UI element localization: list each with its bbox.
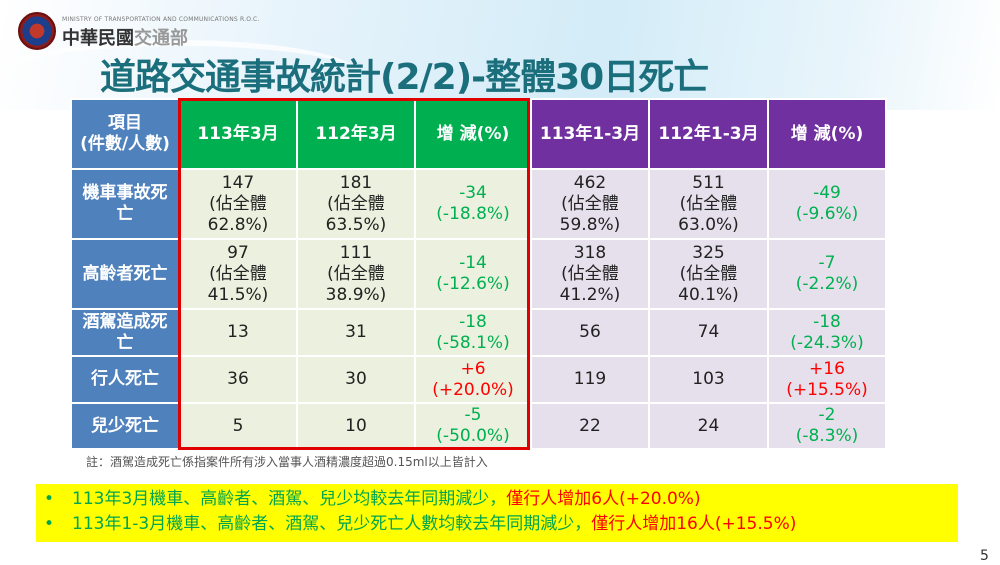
bullet: • xyxy=(44,514,55,534)
column-header: 113年3月 xyxy=(178,98,298,170)
ministry-name-zh: 中華民國交通部 xyxy=(62,24,188,50)
value-cell: 318 (佔全體 41.2%) xyxy=(530,238,650,310)
change-cell: -49 (-9.6%) xyxy=(767,168,887,240)
change-cell: -18 (-24.3%) xyxy=(767,308,887,357)
table-row: 兒少死亡 5 10 -5 (-50.0%) 22 24 -2 (-8.3%) xyxy=(70,402,887,450)
change-cell: -34 (-18.8%) xyxy=(414,168,532,240)
summary-text: 113年1-3月機車、高齡者、酒駕、兒少死亡人數均較去年同期減少， xyxy=(72,514,592,534)
column-header: 112年1-3月 xyxy=(648,98,769,170)
ministry-name-roc: 中華民國 xyxy=(62,28,134,49)
value-cell: 36 xyxy=(178,355,298,404)
change-cell: -7 (-2.2%) xyxy=(767,238,887,310)
column-header: 增 減(%) xyxy=(414,98,532,170)
table-row: 酒駕造成死 亡 13 31 -18 (-58.1%) 56 74 -18 (-24.3%) xyxy=(70,308,887,357)
summary-box: • 113年3月機車、高齡者、酒駕、兒少均較去年同期減少，僅行人增加6人(+20.… xyxy=(36,484,958,542)
table-header-row: 項目 (件數/人數) 113年3月 112年3月 增 減(%) 113年1-3月… xyxy=(70,98,887,170)
change-cell: +6 (+20.0%) xyxy=(414,355,532,404)
change-cell: -14 (-12.6%) xyxy=(414,238,532,310)
table-row: 行人死亡 36 30 +6 (+20.0%) 119 103 +16 (+15.5%) xyxy=(70,355,887,404)
value-cell: 119 xyxy=(530,355,650,404)
value-cell: 30 xyxy=(296,355,416,404)
value-cell: 111 (佔全體 38.9%) xyxy=(296,238,416,310)
summary-highlight: 僅行人增加16人(+15.5%) xyxy=(591,514,797,534)
ministry-name-motc: 交通部 xyxy=(134,28,188,49)
ministry-seal-icon xyxy=(18,12,56,50)
statistics-table: 項目 (件數/人數) 113年3月 112年3月 增 減(%) 113年1-3月… xyxy=(70,98,887,450)
value-cell: 31 xyxy=(296,308,416,357)
value-cell: 10 xyxy=(296,402,416,450)
column-header: 113年1-3月 xyxy=(530,98,650,170)
column-header-item: 項目 (件數/人數) xyxy=(70,98,180,170)
ministry-name-en: MINISTRY OF TRANSPORTATION AND COMMUNICA… xyxy=(62,16,260,23)
table-row: 高齡者死亡 97 (佔全體 41.5%) 111 (佔全體 38.9%) -14 (-… xyxy=(70,238,887,310)
change-cell: -5 (-50.0%) xyxy=(414,402,532,450)
summary-line: • 113年3月機車、高齡者、酒駕、兒少均較去年同期減少，僅行人增加6人(+20.… xyxy=(44,487,958,512)
page-title: 道路交通事故統計(2/2)-整體30日死亡 xyxy=(100,57,709,98)
decorative-swoosh xyxy=(0,40,360,110)
summary-line: • 113年1-3月機車、高齡者、酒駕、兒少死亡人數均較去年同期減少，僅行人增加1… xyxy=(44,512,958,537)
value-cell: 22 xyxy=(530,402,650,450)
value-cell: 97 (佔全體 41.5%) xyxy=(178,238,298,310)
row-label: 酒駕造成死 亡 xyxy=(70,308,180,357)
value-cell: 56 xyxy=(530,308,650,357)
value-cell: 511 (佔全體 63.0%) xyxy=(648,168,769,240)
footnote: 註：酒駕造成死亡係指案件所有涉入當事人酒精濃度超過0.15ml以上皆計入 xyxy=(86,455,488,469)
value-cell: 24 xyxy=(648,402,769,450)
table-row: 機車事故死 亡 147 (佔全體 62.8%) 181 (佔全體 63.5%) -34… xyxy=(70,168,887,240)
row-label: 兒少死亡 xyxy=(70,402,180,450)
value-cell: 103 xyxy=(648,355,769,404)
bullet: • xyxy=(44,489,55,509)
change-cell: -18 (-58.1%) xyxy=(414,308,532,357)
value-cell: 13 xyxy=(178,308,298,357)
summary-highlight: 僅行人增加6人(+20.0%) xyxy=(506,489,701,509)
value-cell: 147 (佔全體 62.8%) xyxy=(178,168,298,240)
row-label: 行人死亡 xyxy=(70,355,180,404)
value-cell: 325 (佔全體 40.1%) xyxy=(648,238,769,310)
summary-text: 113年3月機車、高齡者、酒駕、兒少均較去年同期減少， xyxy=(72,489,507,509)
column-header: 112年3月 xyxy=(296,98,416,170)
page-number: 5 xyxy=(980,548,989,564)
header-background xyxy=(0,0,1000,110)
row-label: 高齡者死亡 xyxy=(70,238,180,310)
value-cell: 74 xyxy=(648,308,769,357)
value-cell: 5 xyxy=(178,402,298,450)
value-cell: 462 (佔全體 59.8%) xyxy=(530,168,650,240)
row-label: 機車事故死 亡 xyxy=(70,168,180,240)
change-cell: -2 (-8.3%) xyxy=(767,402,887,450)
column-header: 增 減(%) xyxy=(767,98,887,170)
value-cell: 181 (佔全體 63.5%) xyxy=(296,168,416,240)
change-cell: +16 (+15.5%) xyxy=(767,355,887,404)
